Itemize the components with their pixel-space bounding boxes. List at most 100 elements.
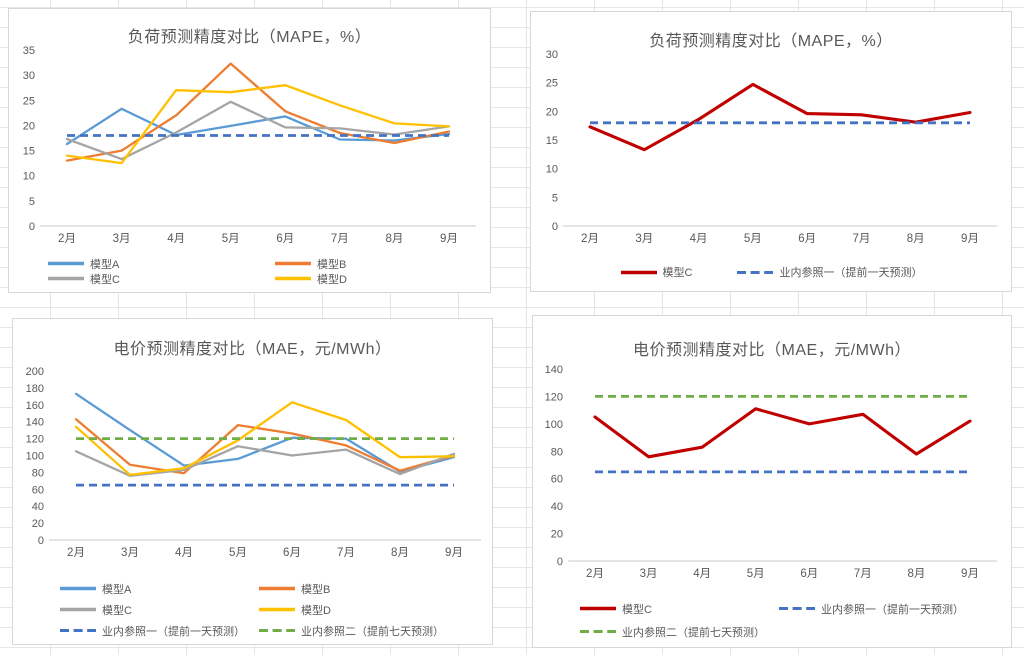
- legend-label: 模型B: [317, 258, 347, 271]
- legend-item-模型C: 模型C: [59, 599, 258, 620]
- legend-label: 模型D: [301, 604, 331, 617]
- legend-line-marker: [259, 586, 295, 591]
- legend-dashed-line-marker: [737, 270, 774, 274]
- legend-label: 模型C: [90, 273, 120, 286]
- legend-item-业内参照一（提前一天预测）: 业内参照一（提前一天预测）: [59, 620, 258, 641]
- svg-text:100: 100: [26, 451, 44, 463]
- svg-text:60: 60: [32, 484, 44, 496]
- legend-dashed-line-marker: [779, 607, 815, 610]
- chart-legend: 模型A 模型B 模型C 模型D 业内参照一（提前一天预测） 业内参照二（提前七天预测）: [13, 578, 492, 641]
- svg-text:5月: 5月: [747, 568, 765, 580]
- series-lines: [588, 82, 972, 152]
- svg-text:8月: 8月: [907, 233, 925, 245]
- svg-text:5: 5: [29, 196, 35, 208]
- svg-text:80: 80: [32, 467, 44, 479]
- chart-card-load-mape-all-models[interactable]: 负荷预测精度对比（MAPE，%） 0 5 10 15 20 25 30 35 2月 3月 4月 5月 6…: [8, 8, 491, 293]
- svg-text:4月: 4月: [690, 233, 708, 245]
- x-axis-labels: 2月 3月 4月 5月 6月 7月 8月 9月: [586, 568, 979, 580]
- chart-title: 负荷预测精度对比（MAPE，%）: [649, 33, 893, 50]
- svg-text:15: 15: [23, 146, 35, 158]
- svg-text:6月: 6月: [798, 233, 816, 245]
- svg-text:30: 30: [546, 49, 558, 61]
- svg-text:0: 0: [38, 535, 44, 547]
- chart-legend: 模型A 模型B 模型C 模型D: [9, 256, 490, 286]
- chart-card-price-mae-all-models[interactable]: 电价预测精度对比（MAE，元/MWh） 0 20 40 60 80 100 120 140 16…: [12, 318, 493, 645]
- svg-text:2月: 2月: [58, 233, 76, 245]
- legend-label: 业内参照一（提前一天预测）: [102, 625, 245, 638]
- x-axis-labels: 2月 3月 4月 5月 6月 7月 8月 9月: [67, 547, 463, 559]
- legend-label: 模型A: [102, 583, 132, 596]
- svg-text:20: 20: [546, 106, 558, 118]
- svg-text:2月: 2月: [581, 233, 599, 245]
- series-line-模型D: [74, 401, 456, 477]
- chart-plot: 0 5 10 15 20 25 30 35 2月 3月 4月 5月 6月 7月 8月 9月: [23, 45, 477, 245]
- legend-item-业内参照二（提前七天预测）: 业内参照二（提前七天预测）: [579, 620, 778, 643]
- svg-text:40: 40: [551, 501, 563, 513]
- legend-item-业内参照一（提前一天预测）: 业内参照一（提前一天预测）: [778, 597, 1011, 620]
- svg-text:9月: 9月: [445, 547, 463, 559]
- svg-text:140: 140: [26, 417, 44, 429]
- legend-item-模型D: 模型D: [258, 599, 492, 620]
- legend-line-marker: [60, 586, 96, 591]
- svg-text:6月: 6月: [276, 233, 294, 245]
- chart-card-load-mape-model-c[interactable]: 负荷预测精度对比（MAPE，%） 0 5 10 15 20 25 30 2月 3月 4月 5月 6月 7…: [530, 11, 1012, 292]
- chart-card-price-mae-model-c[interactable]: 电价预测精度对比（MAE，元/MWh） 0 20 40 60 80 100 120 140 2月…: [532, 315, 1012, 648]
- legend-line-marker: [580, 606, 616, 611]
- svg-text:160: 160: [26, 400, 44, 412]
- svg-text:25: 25: [546, 78, 558, 90]
- legend-item-模型D: 模型D: [274, 271, 490, 286]
- svg-text:7月: 7月: [331, 233, 349, 245]
- chart-title: 电价预测精度对比（MAE，元/MWh）: [633, 342, 911, 359]
- svg-text:7月: 7月: [854, 568, 872, 580]
- svg-text:3月: 3月: [640, 568, 658, 580]
- svg-text:8月: 8月: [391, 547, 409, 559]
- svg-text:2月: 2月: [67, 547, 85, 559]
- svg-text:9月: 9月: [440, 233, 458, 245]
- svg-text:3月: 3月: [121, 547, 139, 559]
- svg-text:2月: 2月: [586, 568, 604, 580]
- legend-label: 业内参照一（提前一天预测）: [779, 267, 923, 279]
- series-line-模型C: [588, 82, 972, 152]
- legend-label: 模型B: [301, 583, 331, 596]
- legend-item-模型A: 模型A: [59, 578, 258, 599]
- legend-item-模型B: 模型B: [258, 578, 492, 599]
- chart-plot: 0 20 40 60 80 100 120 140 2月 3月 4月 5月 6月 7月 8月 9月: [545, 364, 997, 580]
- svg-text:4月: 4月: [167, 233, 185, 245]
- svg-text:140: 140: [545, 364, 563, 376]
- svg-text:120: 120: [26, 434, 44, 446]
- y-axis-ticks: 0 20 40 60 80 100 120 140 160 180 200: [26, 366, 44, 547]
- legend-item-模型B: 模型B: [274, 256, 490, 271]
- svg-text:15: 15: [546, 135, 558, 147]
- legend-label: 模型C: [102, 604, 132, 617]
- legend-label: 业内参照一（提前一天预测）: [821, 603, 964, 616]
- chart-legend: 模型C 业内参照一（提前一天预测） 业内参照二（提前七天预测）: [533, 597, 1011, 643]
- legend-line-marker: [275, 276, 311, 281]
- chart-title: 电价预测精度对比（MAE，元/MWh）: [113, 341, 392, 358]
- svg-text:7月: 7月: [337, 547, 355, 559]
- legend-item-模型C: 模型C: [47, 271, 274, 286]
- legend-item-模型A: 模型A: [47, 256, 274, 271]
- svg-text:30: 30: [23, 70, 35, 82]
- legend-label: 业内参照二（提前七天预测）: [301, 625, 444, 638]
- svg-text:25: 25: [23, 95, 35, 107]
- chart-plot: 0 20 40 60 80 100 120 140 160 180 200 2月 3月 4月 5月 6月 7月 8…: [26, 366, 481, 559]
- svg-text:7月: 7月: [852, 233, 870, 245]
- svg-text:6月: 6月: [283, 547, 301, 559]
- svg-text:200: 200: [26, 366, 44, 378]
- series-line-模型D: [65, 84, 451, 165]
- svg-text:3月: 3月: [113, 233, 131, 245]
- svg-text:60: 60: [551, 474, 563, 486]
- legend-dashed-line-marker: [580, 630, 616, 633]
- svg-text:20: 20: [551, 529, 563, 541]
- svg-text:0: 0: [557, 556, 563, 568]
- series-line-模型C: [593, 407, 972, 459]
- svg-text:80: 80: [551, 446, 563, 458]
- svg-text:100: 100: [545, 419, 563, 431]
- chart-plot: 0 5 10 15 20 25 30 2月 3月 4月 5月 6月 7月 8月 9月: [546, 49, 998, 245]
- legend-label: 业内参照二（提前七天预测）: [622, 626, 765, 639]
- svg-text:4月: 4月: [693, 568, 711, 580]
- svg-text:120: 120: [545, 391, 563, 403]
- legend-line-marker: [275, 261, 311, 266]
- svg-text:9月: 9月: [961, 233, 979, 245]
